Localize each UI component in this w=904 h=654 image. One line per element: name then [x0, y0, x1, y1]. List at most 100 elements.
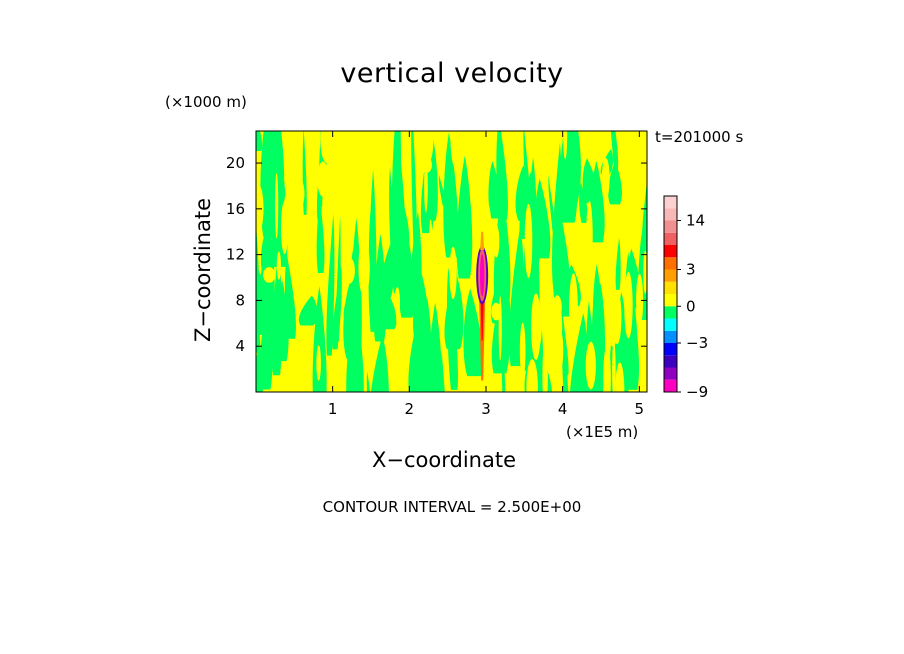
x-tick-label: 4	[558, 400, 568, 418]
field-band	[312, 286, 327, 392]
field-band	[370, 334, 389, 392]
field-streak	[274, 173, 279, 239]
colorbar-swatch	[664, 196, 677, 209]
field-streak	[585, 341, 596, 390]
x-axis-label: X−coordinate	[372, 448, 516, 472]
field-band	[391, 131, 401, 222]
field-streak	[428, 219, 433, 269]
field-streak	[283, 193, 291, 228]
field-band	[582, 158, 599, 204]
field-streak	[370, 131, 382, 162]
plot-frame	[255, 130, 648, 393]
field-band	[615, 237, 621, 290]
field-streak	[322, 183, 331, 224]
field-streak	[358, 238, 370, 297]
field-streak	[612, 290, 622, 345]
colorbar-tick-label: 14	[686, 212, 705, 230]
field-band	[443, 132, 459, 258]
plot-field	[256, 131, 647, 392]
colorbar-swatch	[664, 343, 677, 356]
field-streak	[294, 179, 305, 208]
x-axis-units: (×1E5 m)	[566, 423, 639, 441]
time-label: t=201000 s	[655, 128, 744, 146]
field-band	[326, 213, 335, 356]
field-band	[570, 313, 589, 392]
field-streak	[563, 131, 568, 160]
field-band	[456, 155, 473, 279]
colorbar-tick-label: −3	[686, 334, 708, 352]
field-band	[579, 182, 589, 223]
field-streak	[542, 339, 548, 392]
field-streak	[603, 345, 611, 392]
colorbar-swatch	[664, 318, 677, 331]
field-streak	[320, 131, 334, 163]
colorbar-swatch	[664, 294, 677, 307]
field-streak	[426, 264, 436, 286]
y-tick-label: 8	[235, 291, 245, 309]
field-streak	[524, 203, 533, 278]
colorbar-swatch	[664, 281, 677, 294]
field-band	[260, 131, 277, 238]
field-band	[256, 131, 263, 152]
x-tick-label: 2	[405, 400, 415, 418]
field-streak	[632, 175, 643, 247]
colorbar-swatch	[664, 355, 677, 368]
y-tick-label: 12	[226, 246, 245, 264]
field-streak	[612, 340, 616, 392]
field-band	[257, 335, 263, 392]
field-streak	[643, 250, 647, 295]
field-streak	[493, 225, 500, 258]
field-band	[411, 131, 417, 249]
field-band	[440, 351, 445, 392]
field-band	[349, 217, 362, 365]
colorbar-swatch	[664, 306, 677, 319]
field-band	[274, 280, 289, 362]
field-streak	[344, 257, 355, 284]
colorbar-swatch	[664, 220, 677, 233]
field-band	[414, 297, 432, 392]
field-band	[463, 288, 483, 377]
colorbar-swatch	[664, 367, 677, 380]
field-streak	[421, 131, 434, 164]
field-band	[366, 371, 371, 392]
colorbar-tick-label: −9	[686, 383, 708, 401]
colorbar-swatch	[664, 379, 677, 392]
field-band	[552, 202, 571, 317]
field-streak	[396, 293, 400, 334]
field-band	[373, 233, 387, 342]
field-streak	[491, 302, 502, 321]
colorbar-tick-label: 3	[686, 261, 696, 279]
field-streak	[357, 151, 368, 185]
field-streak	[519, 322, 526, 379]
field-band	[610, 131, 619, 170]
field-streak	[316, 345, 321, 381]
contour-interval: CONTOUR INTERVAL = 2.500E+00	[322, 498, 582, 516]
field-band	[608, 161, 622, 205]
colorbar-swatch	[664, 269, 677, 282]
field-streak	[569, 273, 578, 346]
updraft-top	[480, 231, 485, 251]
field-band	[488, 160, 502, 219]
colorbar-frame	[663, 195, 678, 393]
field-band	[446, 267, 458, 390]
field-streak	[601, 157, 610, 200]
field-streak	[624, 271, 633, 339]
updraft-tail-core	[480, 300, 484, 341]
field-streak	[526, 359, 538, 392]
z-axis-units: (×1000 m)	[165, 93, 247, 111]
field-streak	[636, 273, 644, 327]
colorbar-swatch	[664, 245, 677, 258]
y-tick-label: 20	[226, 154, 245, 172]
updraft-peak	[479, 254, 485, 297]
field-streak	[498, 295, 502, 361]
field-band	[548, 174, 555, 232]
x-tick-label: 1	[328, 400, 338, 418]
field-streak	[276, 251, 281, 280]
field-band	[284, 254, 296, 339]
field-band	[592, 264, 603, 335]
colorbar-swatch	[664, 330, 677, 343]
field-band	[257, 228, 275, 336]
x-tick-label: 3	[481, 400, 491, 418]
field-streak	[473, 163, 483, 213]
